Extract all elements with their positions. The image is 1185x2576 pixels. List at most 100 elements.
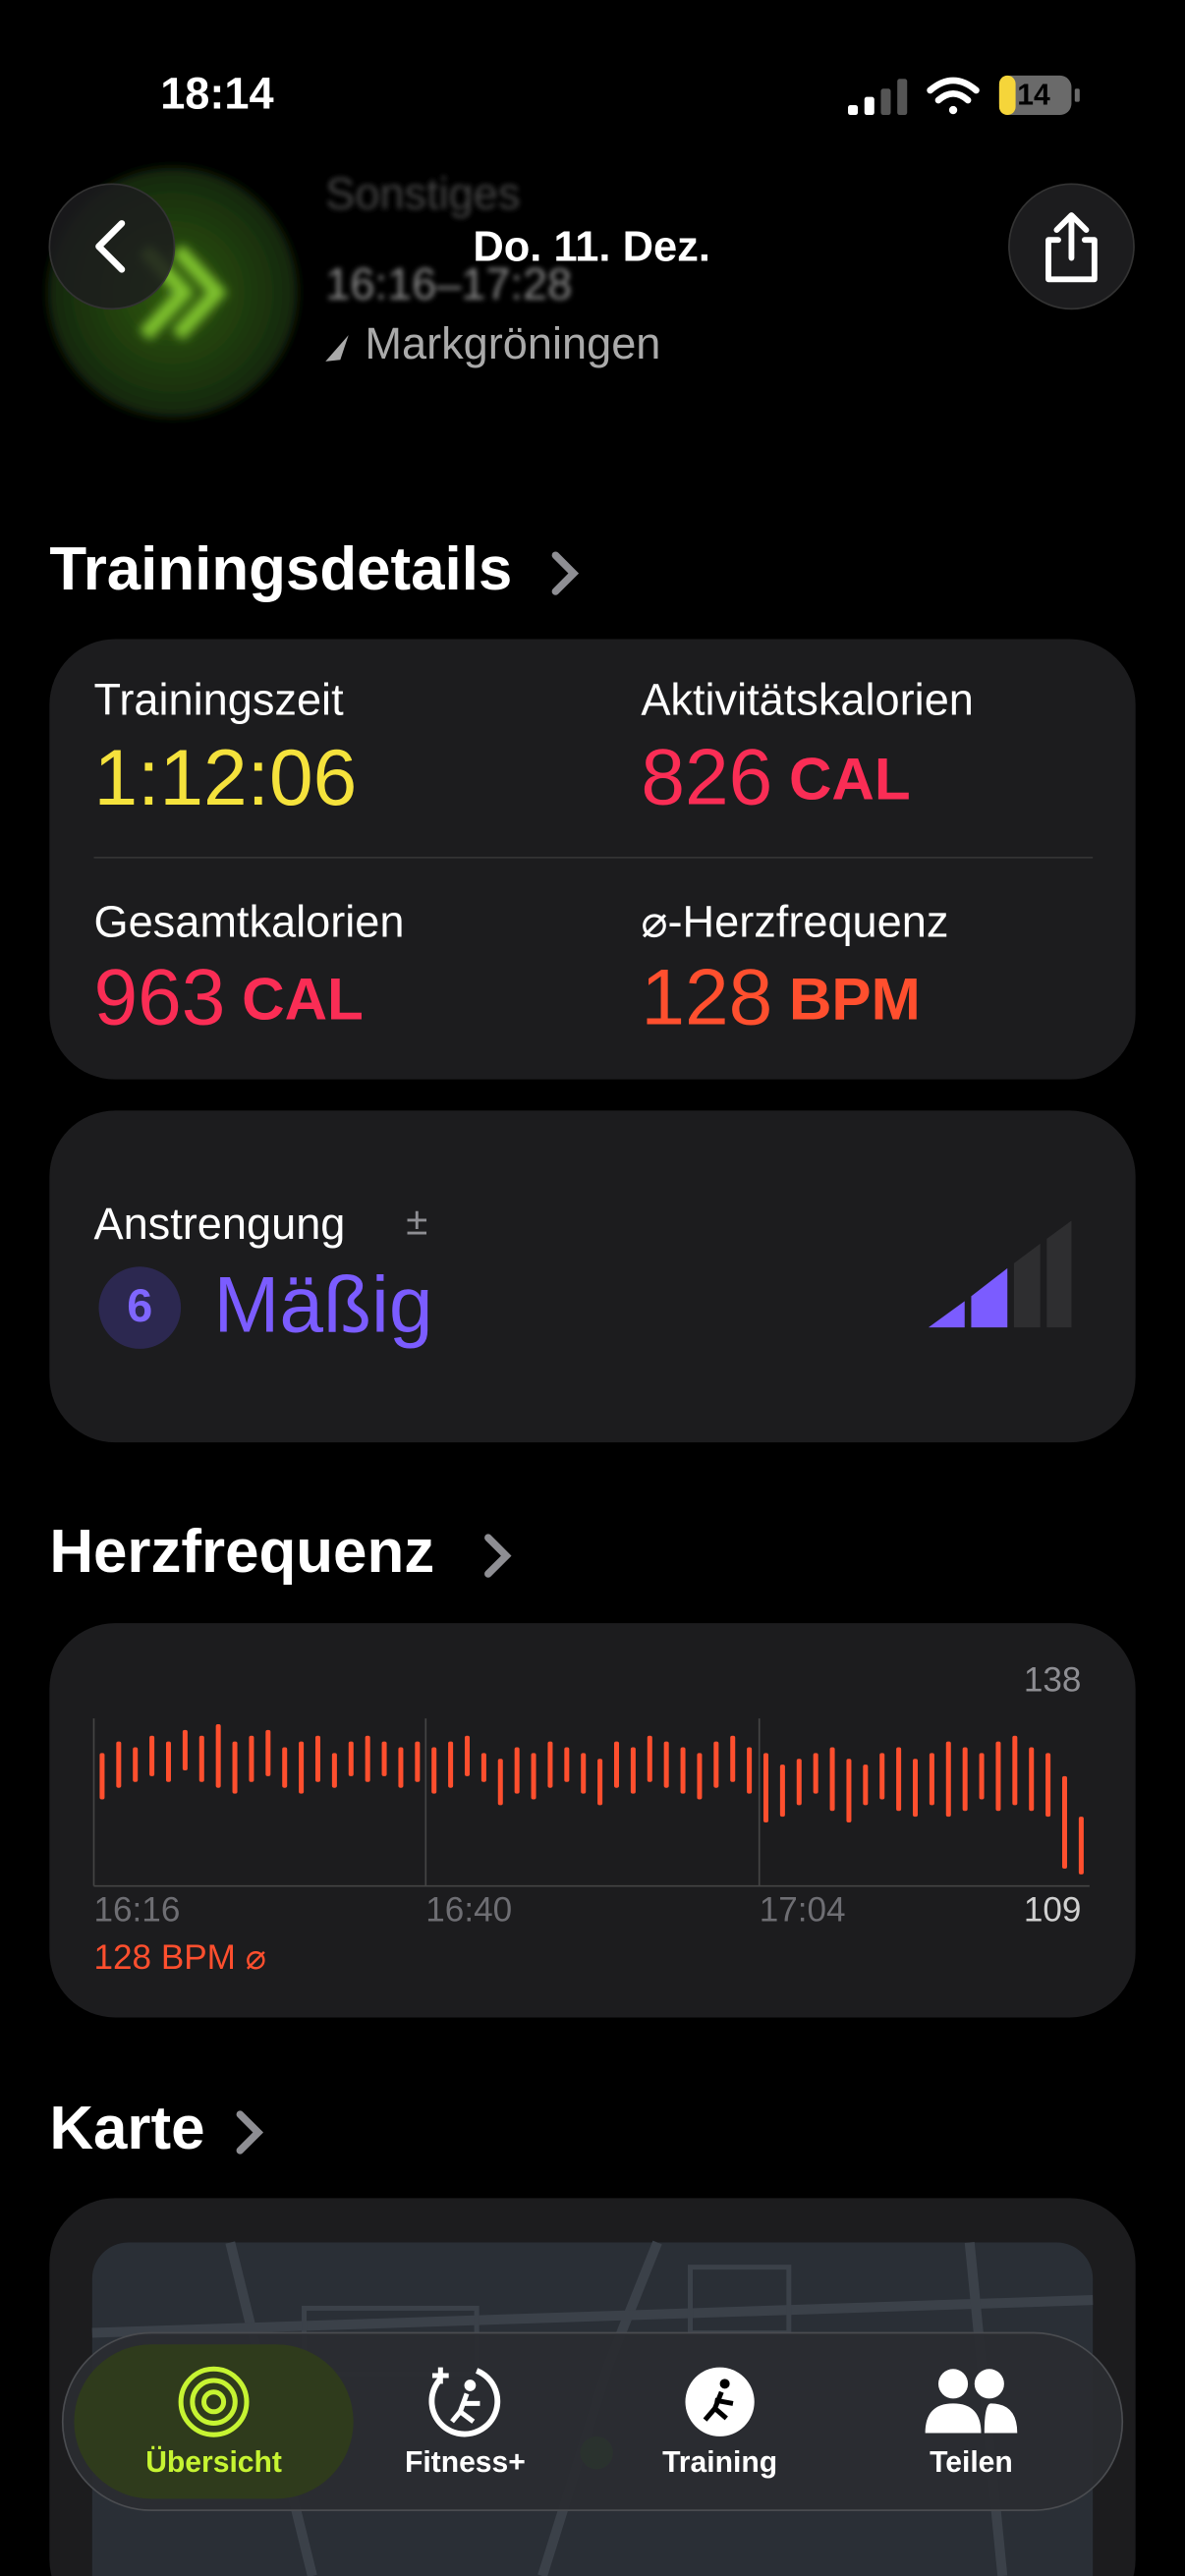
heart-rate-bar [581, 1753, 587, 1794]
heart-rate-bar [813, 1753, 818, 1794]
cellular-icon [848, 79, 908, 116]
heart-rate-bar [497, 1759, 503, 1806]
heart-rate-bar [365, 1735, 370, 1782]
wifi-icon [927, 77, 980, 115]
section-chevron[interactable] [484, 1534, 512, 1578]
heart-rate-bar [116, 1741, 122, 1788]
share-icon [1045, 212, 1098, 283]
battery-tip [1074, 88, 1080, 102]
back-chevron [95, 220, 126, 273]
heart-rate-bar [730, 1735, 736, 1782]
heart-rate-bar [133, 1747, 139, 1782]
heart-rate-bar [215, 1723, 221, 1788]
metrics-card[interactable] [49, 639, 1136, 1080]
unit: CAL [242, 967, 364, 1033]
x-tick-label: 17:04 [760, 1891, 846, 1930]
heart-rate-bar [165, 1741, 171, 1782]
heart-rate-bar [431, 1747, 437, 1794]
heart-rate-bar [713, 1741, 719, 1788]
heart-rate-bar [99, 1753, 105, 1800]
tab-icon-share [925, 2369, 1018, 2434]
heart-rate-bar [398, 1747, 404, 1788]
metric-value: 128 BPM [641, 954, 920, 1042]
heart-rate-bar [1012, 1735, 1018, 1806]
heart-rate-bar [945, 1741, 951, 1818]
heart-rate-bar [912, 1759, 919, 1818]
heart-rate-bar [613, 1741, 620, 1788]
section-chevron[interactable] [236, 2110, 264, 2155]
average-value: 128 [93, 1938, 151, 1977]
heart-rate-bar [929, 1753, 934, 1806]
heart-rate-bar [1029, 1747, 1035, 1812]
heart-rate-bar [630, 1747, 636, 1794]
heart-rate-bar [846, 1759, 852, 1822]
heart-rate-bar [564, 1747, 570, 1782]
heart-rate-bar [182, 1729, 188, 1771]
heart-rate-bar [647, 1735, 652, 1782]
effort-level-icon [928, 1220, 1072, 1328]
location: Markgröningen [365, 318, 660, 368]
heart-rate-bar [464, 1735, 471, 1776]
heart-rate-bar [796, 1759, 802, 1806]
tab-label[interactable]: Fitness+ [405, 2446, 526, 2479]
tab-icon-fitness [428, 2367, 501, 2437]
battery-frame [998, 75, 1072, 116]
heart-rate-bar [514, 1747, 520, 1794]
heart-rate-bar [480, 1753, 486, 1782]
heart-rate-bar [1078, 1817, 1084, 1875]
heart-rate-bar [1061, 1775, 1068, 1870]
y-tick-label: 138 [1024, 1661, 1082, 1700]
heart-rate-bar [314, 1735, 321, 1782]
metric-value: 963 CAL [93, 954, 363, 1042]
heart-rate-bar [879, 1753, 885, 1800]
heart-rate-bar [597, 1759, 603, 1806]
metric-label: ⌀-Herzfrequenz [641, 896, 948, 946]
effort-symbol: ± [406, 1199, 427, 1243]
heart-rate-bar [547, 1741, 553, 1788]
metric-value: 1:12:06 [93, 734, 357, 822]
unit: BPM [789, 967, 921, 1033]
section-title: Karte [49, 2095, 204, 2162]
tab-label[interactable]: Training [662, 2446, 777, 2479]
value: 963 [93, 954, 225, 1042]
section-chevron[interactable] [551, 551, 580, 595]
heart-rate-bar [1045, 1753, 1051, 1818]
x-tick-label: 16:16 [93, 1891, 180, 1930]
x-tick-label: 16:40 [425, 1891, 512, 1930]
heart-rate-bar [779, 1764, 785, 1818]
back-button[interactable] [48, 183, 176, 310]
tab-icon-overview [178, 2366, 250, 2437]
tab-label[interactable]: Teilen [930, 2446, 1013, 2479]
heart-rate-bar [331, 1753, 337, 1788]
effort-rating: Mäßig [214, 1261, 433, 1350]
header-date: Do. 11. Dez. [473, 224, 710, 271]
tab-icon-training [685, 2367, 755, 2436]
heart-rate-bar [415, 1741, 421, 1782]
heart-rate-bar [697, 1753, 703, 1800]
value: 826 [641, 734, 772, 822]
metric-value: 826 CAL [641, 734, 910, 822]
heart-rate-bar [680, 1747, 686, 1794]
average-unit: BPM [161, 1938, 236, 1977]
workout-time-range: 16:16–17:28 [325, 259, 572, 309]
battery-percent: 14 [1017, 80, 1050, 112]
effort-card[interactable] [49, 1110, 1136, 1443]
heart-rate-bar [531, 1753, 536, 1800]
y-tick-label: 109 [1024, 1891, 1082, 1930]
tab-label[interactable]: Übersicht [145, 2446, 282, 2479]
heart-rate-bar [762, 1753, 769, 1822]
metric-label: Trainingszeit [93, 675, 344, 725]
effort-badge [98, 1266, 182, 1349]
heart-rate-bar [282, 1747, 288, 1788]
average-label: 128 BPM ⌀ [93, 1938, 265, 1977]
effort-score: 6 [127, 1280, 152, 1331]
heart-rate-chart: 109 138 [93, 1661, 1090, 1930]
heart-rate-card[interactable] [49, 1623, 1136, 2018]
heart-rate-bar [448, 1741, 454, 1788]
heart-rate-bar [149, 1735, 155, 1776]
heart-rate-bar [979, 1753, 985, 1800]
unit: CAL [789, 747, 911, 812]
heart-rate-bar [381, 1741, 387, 1776]
